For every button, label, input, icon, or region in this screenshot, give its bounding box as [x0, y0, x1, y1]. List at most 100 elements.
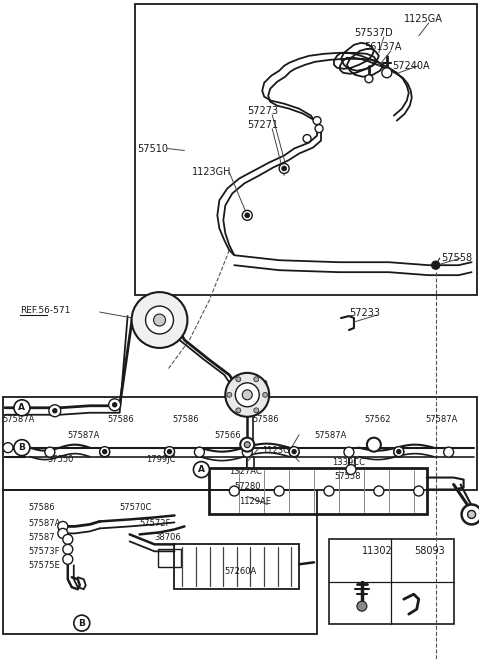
Circle shape: [303, 135, 311, 143]
Text: 57587A: 57587A: [2, 415, 35, 424]
Bar: [209, 467, 427, 514]
Circle shape: [100, 447, 109, 457]
Circle shape: [154, 314, 166, 326]
Circle shape: [357, 601, 367, 611]
Circle shape: [374, 486, 384, 496]
Circle shape: [242, 211, 252, 220]
Text: 56137A: 56137A: [364, 42, 401, 52]
Bar: [174, 544, 299, 589]
Circle shape: [145, 306, 173, 334]
Text: 57550: 57550: [48, 455, 74, 464]
Text: 57510: 57510: [138, 143, 168, 154]
Circle shape: [382, 68, 392, 78]
Circle shape: [313, 117, 321, 125]
Text: 1129AE: 1129AE: [240, 497, 271, 506]
Circle shape: [279, 164, 289, 174]
Circle shape: [274, 486, 284, 496]
Circle shape: [365, 75, 373, 82]
Circle shape: [63, 554, 73, 564]
Circle shape: [254, 377, 259, 381]
Circle shape: [394, 447, 404, 457]
Circle shape: [58, 529, 68, 539]
Circle shape: [468, 510, 476, 519]
Circle shape: [108, 399, 120, 411]
Text: 57586: 57586: [108, 415, 134, 424]
Circle shape: [74, 615, 90, 631]
Circle shape: [45, 447, 55, 457]
Text: 57573F: 57573F: [28, 547, 60, 556]
Circle shape: [245, 213, 250, 218]
Text: 57558: 57558: [334, 472, 360, 481]
Circle shape: [235, 383, 259, 407]
Text: 1123GH: 1123GH: [192, 168, 232, 178]
Circle shape: [242, 447, 252, 457]
Text: 57587A: 57587A: [68, 431, 100, 440]
Circle shape: [194, 447, 204, 457]
Text: 57260A: 57260A: [224, 567, 257, 576]
Text: 57586: 57586: [252, 415, 279, 424]
Bar: [134, 4, 477, 295]
Text: 11302: 11302: [362, 546, 393, 556]
Circle shape: [168, 449, 171, 453]
Text: A: A: [18, 403, 25, 412]
Circle shape: [344, 447, 354, 457]
Circle shape: [100, 447, 109, 457]
Circle shape: [289, 447, 299, 457]
Text: 1799JC: 1799JC: [146, 455, 176, 464]
Circle shape: [367, 438, 381, 451]
Bar: [157, 549, 181, 568]
Circle shape: [63, 535, 73, 544]
Text: 57575E: 57575E: [28, 561, 60, 570]
Text: 57570C: 57570C: [120, 503, 152, 512]
Text: 57280: 57280: [234, 482, 261, 491]
Text: 57558: 57558: [442, 253, 473, 263]
Bar: [329, 539, 454, 624]
Text: 57587A: 57587A: [314, 431, 347, 440]
Bar: [3, 397, 477, 490]
Circle shape: [462, 504, 480, 525]
Text: 58093: 58093: [414, 546, 444, 556]
Text: 57566: 57566: [215, 431, 241, 440]
Circle shape: [432, 261, 440, 269]
Circle shape: [63, 544, 73, 554]
Text: B: B: [78, 618, 85, 628]
Text: 57587A: 57587A: [28, 519, 60, 528]
Circle shape: [236, 408, 241, 413]
Circle shape: [397, 449, 401, 453]
Text: 1123GA: 1123GA: [262, 446, 296, 455]
Circle shape: [58, 521, 68, 531]
Circle shape: [242, 390, 252, 400]
Circle shape: [444, 447, 454, 457]
Bar: [3, 490, 317, 634]
Text: 57273: 57273: [247, 106, 278, 116]
Circle shape: [14, 440, 30, 455]
Circle shape: [49, 405, 61, 416]
Circle shape: [103, 449, 107, 453]
Text: 1327AC: 1327AC: [229, 467, 262, 476]
Circle shape: [225, 373, 269, 416]
Circle shape: [282, 166, 287, 171]
Text: 57572F: 57572F: [140, 519, 171, 528]
Circle shape: [165, 447, 174, 457]
Circle shape: [394, 447, 404, 457]
Text: 57537D: 57537D: [354, 28, 393, 38]
Circle shape: [227, 392, 232, 397]
Text: 57560: 57560: [237, 380, 268, 390]
Circle shape: [414, 486, 424, 496]
Text: 57562: 57562: [364, 415, 390, 424]
Circle shape: [324, 486, 334, 496]
Text: 57587: 57587: [28, 533, 55, 542]
Circle shape: [315, 125, 323, 133]
Circle shape: [289, 447, 299, 457]
Text: B: B: [19, 443, 25, 452]
Circle shape: [236, 377, 241, 381]
Circle shape: [193, 461, 209, 478]
Text: A: A: [198, 465, 205, 474]
Circle shape: [53, 409, 57, 412]
Circle shape: [346, 465, 356, 475]
Text: REF.56-571: REF.56-571: [20, 306, 70, 315]
Circle shape: [240, 438, 254, 451]
Circle shape: [292, 449, 296, 453]
Text: 57587A: 57587A: [426, 415, 458, 424]
Circle shape: [165, 447, 174, 457]
